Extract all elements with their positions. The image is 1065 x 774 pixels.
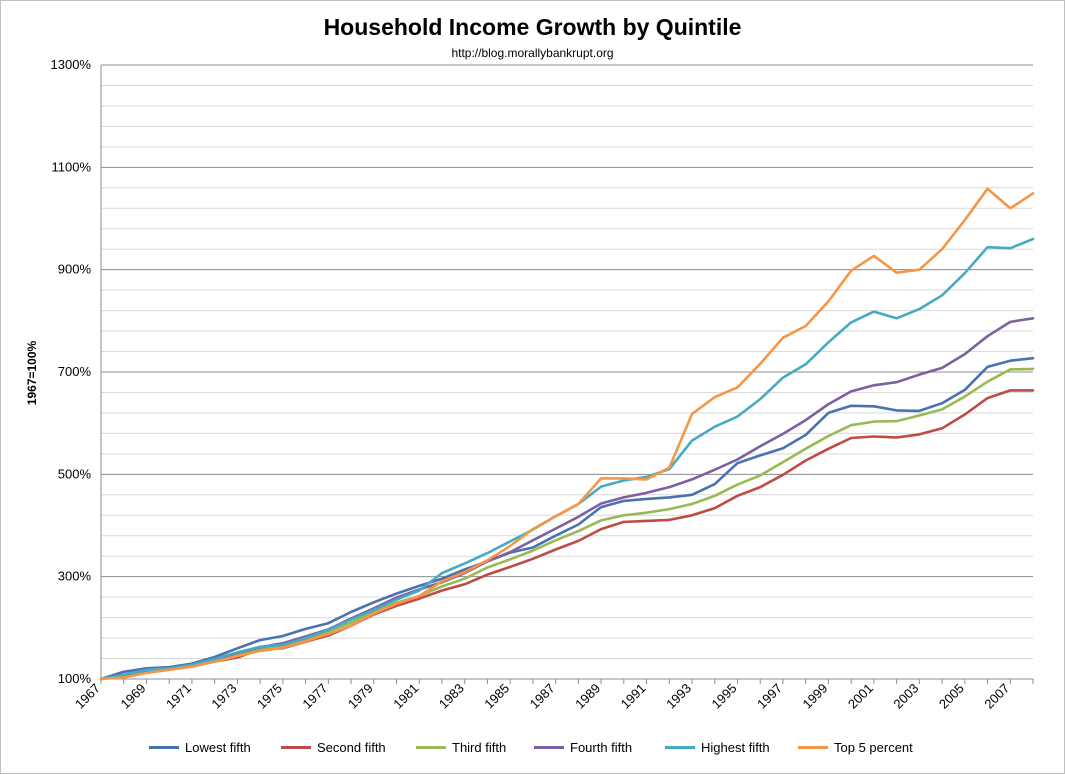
y-tick-label: 100% <box>58 671 92 686</box>
legend-label: Second fifth <box>317 740 386 755</box>
x-tick-label: 1983 <box>436 681 467 712</box>
legend-label: Highest fifth <box>701 740 770 755</box>
x-tick-label: 1989 <box>572 681 603 712</box>
x-tick-label: 2007 <box>981 681 1012 712</box>
y-tick-label: 500% <box>58 466 92 481</box>
chart-title: Household Income Growth by Quintile <box>323 14 742 40</box>
legend-item: Third fifth <box>416 740 506 755</box>
x-tick-label: 1995 <box>709 681 740 712</box>
series-line-lowest-fifth <box>99 356 1035 681</box>
legend-item: Fourth fifth <box>534 740 632 755</box>
x-tick-label: 1981 <box>390 681 421 712</box>
y-tick-label: 300% <box>58 569 92 584</box>
series-line-top-5-percent <box>99 187 1035 681</box>
legend-item: Second fifth <box>281 740 386 755</box>
chart-legend: Lowest fifth Second fifth Third fifth Fourt… <box>0 740 1065 760</box>
legend-label: Third fifth <box>452 740 507 755</box>
x-tick-label: 1977 <box>299 681 330 712</box>
x-tick-label: 2003 <box>890 681 921 712</box>
legend-item: Top 5 percent <box>798 740 913 755</box>
legend-swatch <box>798 746 828 749</box>
legend-swatch <box>281 746 311 749</box>
series-line-highest-fifth <box>99 237 1035 681</box>
x-tick-label: 2001 <box>845 681 876 712</box>
legend-swatch <box>665 746 695 749</box>
y-tick-label: 700% <box>58 364 92 379</box>
y-tick-label: 1100% <box>51 159 91 174</box>
legend-swatch <box>534 746 564 749</box>
legend-swatch <box>149 746 179 749</box>
x-tick-label: 1999 <box>799 681 830 712</box>
legend-swatch <box>416 746 446 749</box>
legend-label: Fourth fifth <box>570 740 633 755</box>
chart-subtitle: http://blog.morallybankrupt.org <box>451 46 614 60</box>
x-tick-label: 1985 <box>481 681 512 712</box>
x-tick-label: 2005 <box>936 681 967 712</box>
x-tick-label: 1979 <box>345 681 376 712</box>
x-tick-label: 1997 <box>754 681 785 712</box>
x-tick-label: 1969 <box>118 681 149 712</box>
legend-item: Lowest fifth <box>149 740 251 755</box>
y-tick-label: 900% <box>58 262 92 277</box>
y-tick-label: 1300% <box>51 57 92 72</box>
legend-label: Lowest fifth <box>185 740 251 755</box>
legend-label: Top 5 percent <box>834 740 913 755</box>
x-tick-label: 1987 <box>527 681 558 712</box>
x-tick-label: 1991 <box>618 681 649 712</box>
x-tick-label: 1971 <box>163 681 194 712</box>
legend-item: Highest fifth <box>665 740 770 755</box>
x-tick-label: 1973 <box>208 681 239 712</box>
x-tick-label: 1975 <box>254 681 285 712</box>
x-tick-label: 1993 <box>663 681 694 712</box>
